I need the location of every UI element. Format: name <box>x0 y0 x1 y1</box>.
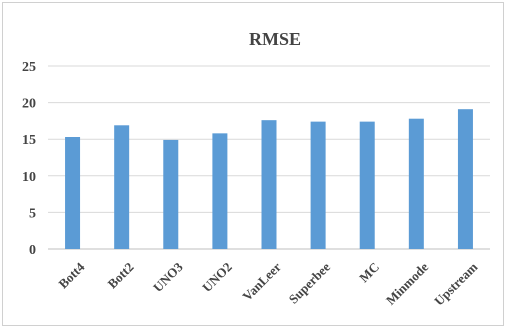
x-tick-label-bott2: Bott2 <box>105 259 137 291</box>
x-axis-ticks: Bott4 Bott2 UNO3 UNO2 VanLeer Superbee MC Minmo… <box>55 259 480 309</box>
bar-uno2 <box>212 133 228 249</box>
bar-superbee <box>310 121 326 249</box>
y-tick-label: 25 <box>22 60 36 75</box>
x-tick-label-mc: MC <box>356 259 382 285</box>
y-tick-label: 15 <box>22 133 36 148</box>
x-tick-label-bott4: Bott4 <box>55 259 87 291</box>
bar-bott2 <box>114 125 130 249</box>
chart-title: RMSE <box>249 29 301 49</box>
y-tick-label: 5 <box>29 206 36 221</box>
bars <box>65 109 473 249</box>
x-tick-label-minmode: Minmode <box>383 259 432 308</box>
bar-vanleer <box>261 120 277 249</box>
y-tick-label: 0 <box>29 243 36 258</box>
bar-uno3 <box>163 139 179 249</box>
x-tick-label-vanleer: VanLeer <box>239 259 284 304</box>
x-tick-label-uno2: UNO2 <box>199 259 235 295</box>
bar-mc <box>359 121 375 249</box>
y-axis-ticks: 0 5 10 15 20 25 <box>22 60 36 258</box>
y-tick-label: 20 <box>22 97 36 112</box>
x-tick-label-superbee: Superbee <box>286 259 334 307</box>
bar-upstream <box>457 109 473 249</box>
x-tick-label-uno3: UNO3 <box>150 259 186 295</box>
y-tick-label: 10 <box>22 170 36 185</box>
bar-bott4 <box>65 137 81 249</box>
x-tick-label-upstream: Upstream <box>431 259 480 308</box>
bar-minmode <box>408 118 424 249</box>
